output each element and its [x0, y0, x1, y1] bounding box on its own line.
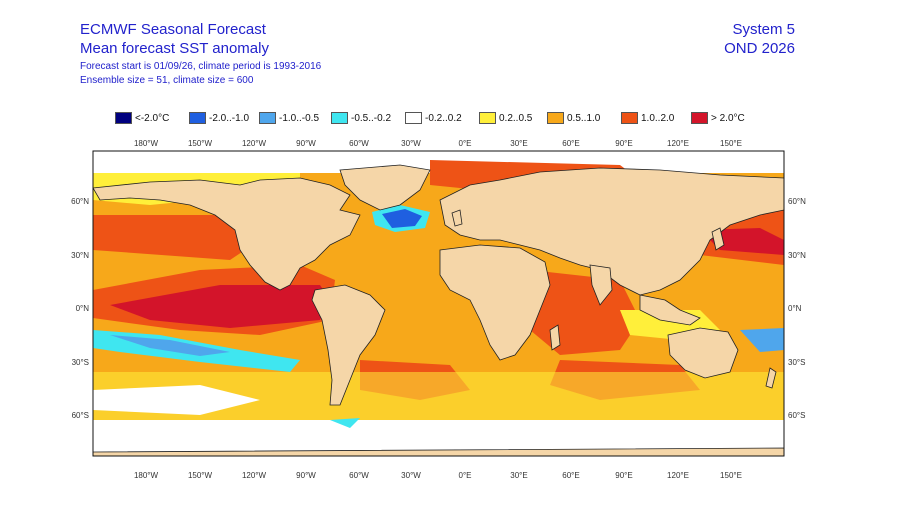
legend-swatch	[259, 112, 276, 124]
lon-tick-label: 90°W	[296, 471, 316, 480]
legend-label: <-2.0°C	[135, 112, 170, 124]
legend-swatch	[115, 112, 132, 124]
spac-cooler	[110, 335, 230, 356]
southern-yellow	[93, 372, 784, 420]
legend-swatch	[547, 112, 564, 124]
legend-swatch	[405, 112, 422, 124]
legend-label: -2.0..-1.0	[209, 112, 250, 124]
npac-warm-band	[93, 215, 260, 260]
lon-tick-label: 30°E	[510, 139, 527, 148]
uk	[451, 209, 463, 227]
legend-swatch	[331, 112, 348, 124]
lon-tick-label: 180°W	[134, 139, 159, 148]
legend-swatch	[621, 112, 638, 124]
system-label: System 5	[732, 21, 795, 38]
system-block: System 5 OND 2026	[724, 20, 795, 58]
latitude-labels-right: 60°N 30°N 0°N 30°S 60°S	[788, 197, 806, 420]
lon-tick-label: 30°W	[401, 139, 421, 148]
lon-tick-label: 60°W	[349, 139, 369, 148]
legend-label: 0.5..1.0	[567, 112, 601, 124]
lat-tick-label: 30°S	[72, 358, 89, 367]
latitude-labels-left: 60°N 30°N 0°N 30°S 60°S	[71, 197, 89, 420]
map-frame	[92, 150, 785, 457]
lon-tick-label: 30°E	[510, 471, 527, 480]
chart-title: ECMWF Seasonal Forecast	[80, 21, 266, 38]
lat-tick-label: 60°N	[788, 197, 806, 206]
lon-tick-label: 0°E	[459, 471, 472, 480]
natl-cold-blob	[382, 209, 422, 228]
lon-tick-label: 150°W	[188, 471, 213, 480]
lat-tick-label: 30°S	[788, 358, 805, 367]
enso-hot-core	[110, 285, 330, 328]
lon-tick-label: 60°W	[349, 471, 369, 480]
ensemble-info: Ensemble size = 51, climate size = 600	[80, 75, 254, 86]
legend-item: -0.2..0.2	[405, 110, 462, 126]
longitude-labels-top: 180°W 150°W 120°W 90°W 60°W 30°W 0°E 30°E 60°E 90…	[134, 139, 742, 148]
lon-tick-label: 120°W	[242, 139, 267, 148]
lon-tick-label: 90°E	[615, 471, 632, 480]
lon-tick-label: 120°W	[242, 471, 267, 480]
drake-cool	[330, 418, 360, 428]
lat-tick-label: 0°N	[788, 304, 802, 313]
indonesia	[639, 294, 701, 326]
lon-tick-label: 180°W	[134, 471, 159, 480]
legend-swatch	[189, 112, 206, 124]
legend-label: -1.0..-0.5	[279, 112, 320, 124]
sopac-white	[93, 385, 260, 415]
title-block: ECMWF Seasonal Forecast Mean forecast SS…	[80, 20, 321, 87]
lon-tick-label: 60°E	[562, 471, 579, 480]
south-america	[311, 284, 386, 406]
longitude-labels-bottom: 180°W 150°W 120°W 90°W 60°W 30°W 0°E 30°E 60°E 90…	[134, 471, 742, 480]
forecast-info: Forecast start is 01/09/26, climate peri…	[80, 61, 322, 72]
lon-tick-label: 150°W	[188, 139, 213, 148]
legend-item: <-2.0°C	[115, 110, 169, 126]
lon-tick-label: 120°E	[667, 471, 689, 480]
new-zealand	[765, 367, 777, 389]
lat-tick-label: 60°S	[788, 411, 805, 420]
madagascar	[549, 324, 561, 351]
legend-swatch	[691, 112, 708, 124]
legend-label: > 2.0°C	[711, 112, 745, 124]
india	[589, 264, 613, 306]
lon-tick-label: 120°E	[667, 139, 689, 148]
lon-tick-label: 90°W	[296, 139, 316, 148]
chart-subtitle: Mean forecast SST anomaly	[80, 40, 269, 57]
legend-item: 0.5..1.0	[547, 110, 600, 126]
legend-item: -1.0..-0.5	[259, 110, 319, 126]
north-america	[93, 177, 361, 291]
legend-item: 0.2..0.5	[479, 110, 532, 126]
lon-tick-label: 60°E	[562, 139, 579, 148]
legend-item: 1.0..2.0	[621, 110, 674, 126]
africa	[439, 244, 551, 361]
legend-swatch	[479, 112, 496, 124]
legend-label: -0.2..0.2	[425, 112, 462, 124]
legend-label: 0.2..0.5	[499, 112, 533, 124]
lat-tick-label: 30°N	[71, 251, 89, 260]
lon-tick-label: 90°E	[615, 139, 632, 148]
japan	[711, 227, 725, 251]
lat-tick-label: 60°S	[72, 411, 89, 420]
legend-item: > 2.0°C	[691, 110, 745, 126]
legend-item: -2.0..-1.0	[189, 110, 249, 126]
antarctica	[93, 447, 784, 456]
period-label: OND 2026	[724, 40, 795, 57]
legend-item: -0.5..-0.2	[331, 110, 391, 126]
lon-tick-label: 150°E	[720, 471, 742, 480]
lon-tick-label: 0°E	[459, 139, 472, 148]
legend-label: 1.0..2.0	[641, 112, 675, 124]
lat-tick-label: 60°N	[71, 197, 89, 206]
lon-tick-label: 30°W	[401, 471, 421, 480]
lon-tick-label: 150°E	[720, 139, 742, 148]
lat-tick-label: 30°N	[788, 251, 806, 260]
greenland	[339, 164, 431, 211]
swpac-cool	[740, 328, 784, 352]
legend-label: -0.5..-0.2	[351, 112, 392, 124]
eurasia	[439, 167, 784, 296]
land	[93, 164, 784, 456]
lat-tick-label: 0°N	[76, 304, 90, 313]
australia	[667, 327, 739, 379]
